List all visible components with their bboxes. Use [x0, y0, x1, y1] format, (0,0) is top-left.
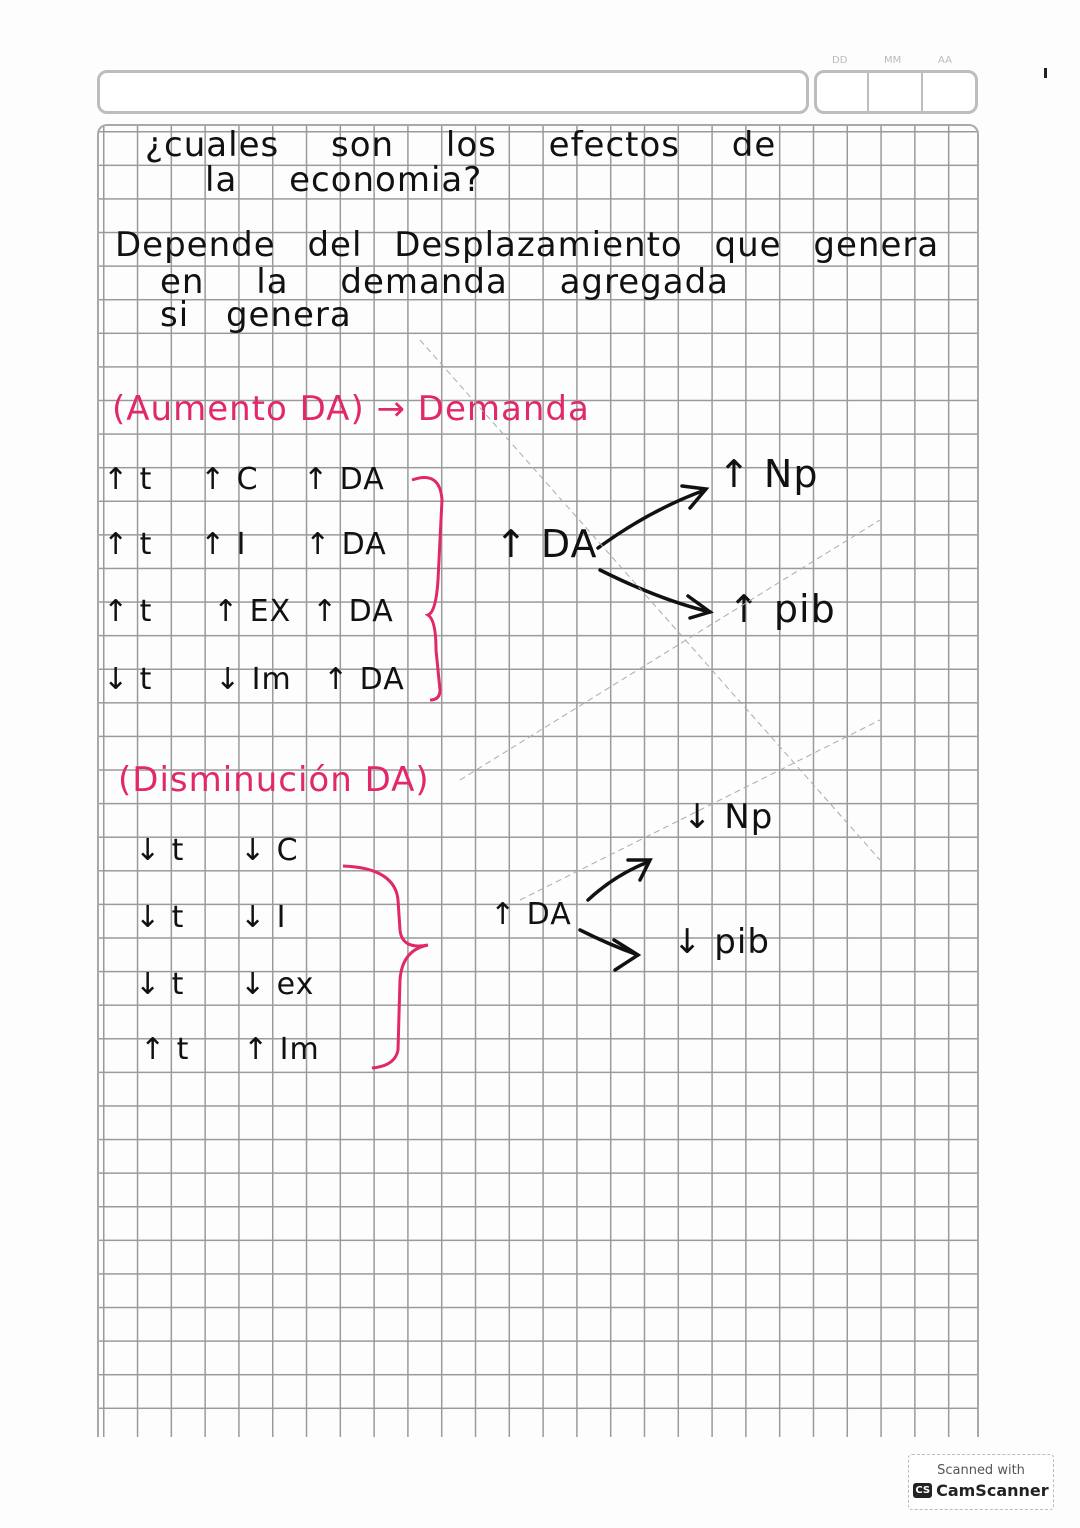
cell: ↑ t [103, 462, 153, 497]
cell: ↓ I [240, 900, 287, 935]
cell: ↓ t [135, 967, 185, 1002]
arrow-to-np-up-icon [596, 488, 707, 550]
cell: ↑ I [200, 527, 247, 562]
date-field [814, 70, 978, 114]
brace-increase [411, 476, 444, 702]
cell: ↑ t [140, 1032, 190, 1067]
cell: ↓ ex [240, 967, 315, 1002]
cell: ↑ DA [312, 594, 394, 629]
camscanner-watermark: Scanned with CS CamScanner [908, 1454, 1054, 1510]
arrows [578, 484, 714, 972]
increase-center: ↑ DA [495, 522, 598, 566]
brace-decrease [342, 864, 429, 1070]
cell: ↓ t [135, 833, 185, 868]
increase-result-np: ↑ Np [718, 452, 819, 496]
cell: ↑ C [200, 462, 259, 497]
increase-result-pib: ↑ pib [728, 587, 836, 631]
watermark-line-2: CamScanner [936, 1481, 1049, 1500]
decrease-result-np: ↓ Np [683, 797, 774, 837]
increase-title: (Aumento DA) → Demanda [112, 389, 590, 429]
camscanner-logo-icon: CS [913, 1483, 933, 1498]
title-field [97, 70, 809, 114]
answer-line-3: si genera [160, 295, 352, 335]
cell: ↓ t [135, 900, 185, 935]
cell: ↑ DA [323, 662, 405, 697]
watermark-line-1: Scanned with [937, 1463, 1025, 1478]
cell: ↑ DA [305, 527, 387, 562]
cell: ↑ t [103, 594, 153, 629]
answer-line-2: en la demanda agregada [160, 262, 729, 302]
date-label-month: MM [884, 55, 902, 66]
cell: ↓ C [240, 833, 299, 868]
faint-bleedthrough-lines [419, 339, 881, 901]
arrow-to-pib-up-icon [598, 568, 712, 614]
decrease-result-pib: ↓ pib [673, 922, 770, 962]
question-line-2: la economia? [205, 160, 483, 200]
date-label-day: DD [832, 55, 848, 66]
cell: ↓ Im [215, 662, 292, 697]
answer-line-1: Depende del Desplazamiento que genera [115, 225, 940, 265]
date-label-year: AA [938, 55, 952, 66]
cell: ↑ t [103, 527, 153, 562]
cell: ↑ EX [213, 594, 292, 629]
cell: ↑ DA [303, 462, 385, 497]
decrease-title: (Disminución DA) [118, 760, 430, 800]
cell: ↓ t [103, 662, 153, 697]
grid-paper [97, 124, 979, 1437]
watermark-brand: CS CamScanner [913, 1481, 1049, 1500]
decrease-center: ↑ DA [490, 897, 572, 932]
cell: ↑ Im [243, 1032, 320, 1067]
question-line-1: ¿cuales son los efectos de [145, 125, 777, 165]
scan-mark [1044, 68, 1047, 78]
arrow-to-np-down-icon [586, 860, 650, 902]
